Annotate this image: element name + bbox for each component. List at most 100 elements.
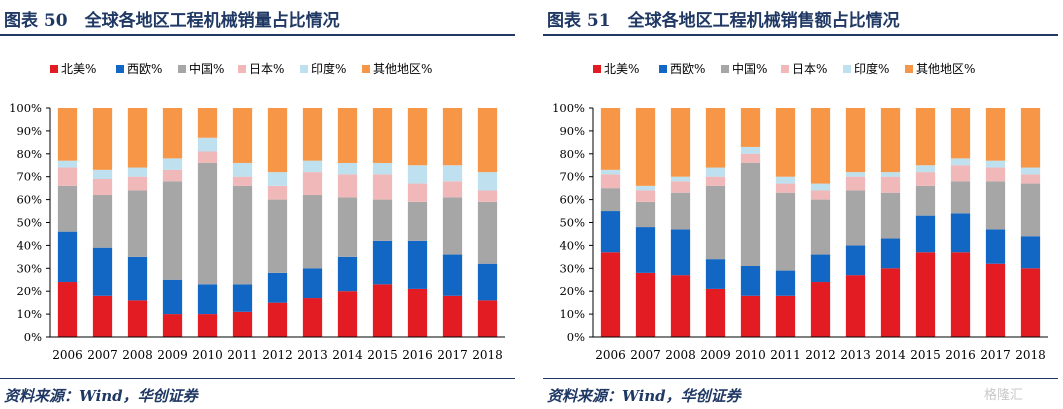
x-tick-label: 2009 — [157, 348, 188, 362]
x-tick-label: 2011 — [227, 348, 258, 362]
bar-segment — [915, 165, 936, 173]
bar-segment — [302, 268, 323, 299]
bar-segment — [635, 190, 656, 202]
bar-segment — [372, 108, 393, 163]
bar-segment — [810, 282, 831, 337]
x-tick-label: 2010 — [735, 348, 766, 362]
source-divider — [0, 378, 515, 379]
x-tick-label: 2015 — [910, 348, 941, 362]
bar-segment — [372, 199, 393, 241]
legend-swatch — [781, 65, 789, 73]
bar-segment — [337, 256, 358, 292]
y-tick-label: 80% — [559, 147, 585, 161]
bar-segment — [705, 176, 726, 186]
bar-segment — [880, 172, 901, 177]
bar-segment — [407, 201, 428, 241]
bar-segment — [372, 162, 393, 175]
bar-segment — [985, 181, 1006, 230]
legend-label: 北美% — [61, 62, 96, 76]
x-tick-label: 2011 — [770, 348, 801, 362]
y-tick-label: 20% — [559, 284, 585, 298]
bar-segment — [407, 183, 428, 202]
bar-segment — [92, 108, 113, 170]
bar-segment — [442, 295, 463, 337]
legend-label: 日本% — [792, 62, 827, 76]
x-tick-label: 2008 — [665, 348, 696, 362]
bar-segment — [915, 172, 936, 186]
bar-segment — [705, 167, 726, 177]
x-tick-label: 2018 — [1015, 348, 1046, 362]
bar-segment — [1020, 174, 1041, 184]
x-tick-label: 2017 — [980, 348, 1011, 362]
legend-swatch — [178, 65, 186, 73]
bar-segment — [880, 192, 901, 239]
bar-segment — [950, 181, 971, 214]
chart-title: 图表 51 全球各地区工程机械销售额占比情况 — [547, 11, 900, 31]
bar-segment — [1020, 108, 1041, 168]
bar-segment — [442, 181, 463, 198]
bar-segment — [670, 275, 691, 337]
x-tick-label: 2010 — [192, 348, 223, 362]
y-tick-label: 0% — [567, 330, 585, 344]
legend-swatch — [300, 65, 308, 73]
bar-segment — [635, 201, 656, 228]
bar-segment — [127, 167, 148, 177]
bar-segment — [127, 256, 148, 301]
bar-segment — [302, 108, 323, 161]
y-tick-label: 50% — [16, 216, 42, 230]
x-tick-label: 2009 — [700, 348, 731, 362]
bar-segment — [950, 213, 971, 253]
bar-segment — [162, 279, 183, 315]
legend: 北美% 西欧% 中国% 日本% 印度% 其他地区% — [50, 61, 432, 76]
bar-segment — [442, 254, 463, 296]
bar-segment — [337, 291, 358, 337]
bar-segment — [950, 252, 971, 337]
x-tick-label: 2012 — [805, 348, 836, 362]
y-tick-label: 70% — [559, 170, 585, 184]
bar-segment — [162, 158, 183, 170]
bar-segment — [267, 199, 288, 273]
bar-segment — [600, 188, 621, 212]
bar-segment — [267, 272, 288, 303]
y-tick-label: 90% — [559, 124, 585, 138]
bar-segment — [740, 153, 761, 163]
bar-segment — [635, 272, 656, 337]
bar-segment — [775, 192, 796, 271]
bar-segment — [477, 190, 498, 202]
bar-segment — [810, 108, 831, 184]
bar-segment — [950, 165, 971, 182]
y-tick-label: 10% — [559, 307, 585, 321]
bar-segment — [880, 108, 901, 173]
bar-segment — [740, 146, 761, 154]
y-tick-label: 100% — [552, 101, 585, 115]
bar-segment — [162, 181, 183, 280]
bar-segment — [810, 190, 831, 200]
legend-label: 中国% — [732, 61, 767, 76]
x-tick-label: 2016 — [402, 348, 433, 362]
bar-segment — [670, 229, 691, 276]
y-tick-label: 30% — [16, 261, 42, 275]
legend-label: 日本% — [249, 62, 284, 76]
legend-swatch — [50, 65, 58, 73]
bar-segment — [407, 240, 428, 289]
bar-segment — [127, 300, 148, 337]
legend-swatch — [238, 65, 246, 73]
bar-segment — [337, 162, 358, 175]
bar-segment — [57, 167, 78, 186]
y-tick-label: 40% — [559, 238, 585, 252]
source-divider — [543, 378, 1058, 379]
bar-segment — [670, 108, 691, 177]
bar-segment — [1020, 183, 1041, 237]
bar-segment — [740, 266, 761, 296]
bar-segment — [810, 254, 831, 283]
panel-sales-volume: 图表 50 全球各地区工程机械销量占比情况 北美% 西欧% 中国% 日本% 印度% 其他地… — [0, 0, 520, 409]
bar-segment — [775, 108, 796, 177]
y-tick-label: 70% — [16, 170, 42, 184]
legend-label: 西欧% — [127, 62, 162, 76]
bar-segment — [302, 172, 323, 196]
bar-segment — [197, 314, 218, 337]
bar-segment — [57, 160, 78, 168]
bar-segment — [600, 211, 621, 253]
title-divider — [0, 34, 515, 36]
y-tick-label: 0% — [24, 330, 42, 344]
